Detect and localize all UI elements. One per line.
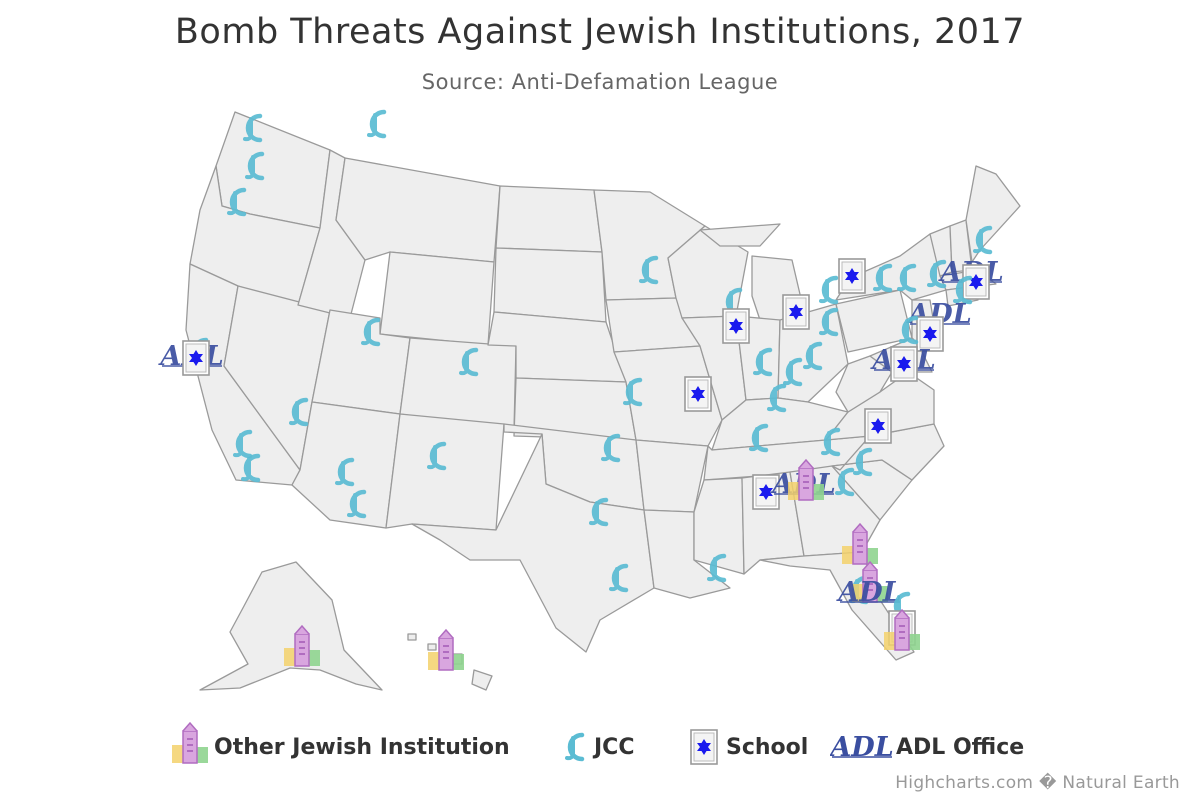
school-marker[interactable] [782,294,810,330]
school-marker[interactable] [838,258,866,294]
legend-item-jcc[interactable]: JCC [552,722,634,772]
legend-item-adl[interactable]: ADL Office [830,722,1024,772]
state-maine[interactable] [965,165,1021,263]
jcc-logo-icon [552,722,592,772]
credits-link[interactable]: Highcharts.com � Natural Earth [895,773,1180,793]
state-south-dakota[interactable] [493,247,607,323]
legend: Other Jewish Institution JCC School ADL … [0,722,1200,772]
map-title: Bomb Threats Against Jewish Institutions… [174,12,1026,52]
adl-office-marker[interactable] [834,576,903,609]
legend-label-school: School [726,734,809,760]
state-montana[interactable] [335,157,501,263]
state-arizona[interactable] [291,401,401,529]
school-marker[interactable] [890,346,918,382]
legend-label-other: Other Jewish Institution [214,734,510,760]
state-hawaii[interactable] [407,633,493,691]
state-texas[interactable] [411,433,655,653]
adl-logo-icon [830,731,894,764]
legend-item-other[interactable]: Other Jewish Institution [168,722,510,772]
state-florida[interactable] [759,551,915,661]
legend-label-adl: ADL Office [896,734,1025,760]
school-marker[interactable] [864,408,892,444]
state-alaska[interactable] [199,561,383,691]
jcc-marker[interactable] [821,278,836,302]
state-north-dakota[interactable] [495,185,603,253]
school-marker[interactable] [962,264,990,300]
school-marker[interactable] [182,340,210,376]
state-new-mexico[interactable] [385,413,505,531]
school-star-icon [690,729,718,765]
map-subtitle: Source: Anti-Defamation League [421,70,779,94]
building-icon [171,722,209,764]
legend-item-school[interactable]: School [684,722,808,772]
state-mississippi[interactable] [693,477,745,575]
legend-label-jcc: JCC [594,734,635,760]
school-marker[interactable] [684,376,712,412]
jcc-marker[interactable] [369,112,384,136]
state-wyoming[interactable] [379,251,495,346]
school-marker[interactable] [722,308,750,344]
